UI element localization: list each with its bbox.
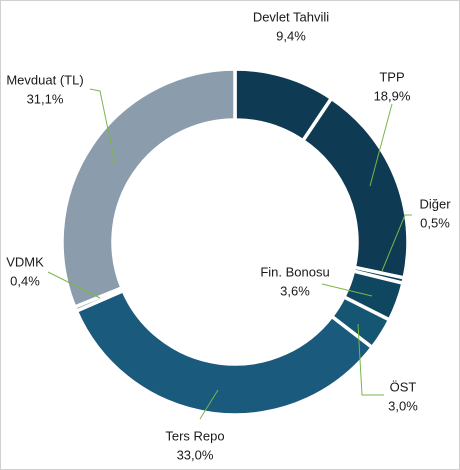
slice-value-label: 31,1%: [27, 91, 64, 106]
leader-line: [381, 214, 412, 272]
donut-slice: [74, 288, 375, 417]
slice-label: VDMK: [6, 254, 44, 269]
slice-label: Diğer: [419, 196, 451, 211]
slice-label: TPP: [379, 69, 404, 84]
slice-label: Mevduat (TL): [6, 72, 83, 87]
leader-line: [89, 88, 116, 164]
slice-value-label: 0,4%: [10, 273, 40, 288]
slice-value-label: 3,0%: [388, 398, 418, 413]
slice-label: ÖST: [390, 379, 417, 394]
slice-value-label: 9,4%: [276, 28, 306, 43]
donut-slice: [60, 67, 237, 310]
leader-line: [47, 271, 101, 299]
slice-value-label: 33,0%: [177, 447, 214, 462]
leader-line: [369, 103, 393, 187]
slice-label: Fin. Bonosu: [260, 264, 329, 279]
slice-value-label: 3,6%: [280, 283, 310, 298]
slice-value-label: 18,9%: [374, 88, 411, 103]
leader-line: [357, 323, 384, 396]
slice-value-label: 0,5%: [420, 215, 450, 230]
slice-label: Devlet Tahvili: [253, 9, 329, 24]
leader-line: [321, 283, 373, 297]
slice-label: Ters Repo: [165, 428, 224, 443]
leader-line: [199, 389, 219, 420]
